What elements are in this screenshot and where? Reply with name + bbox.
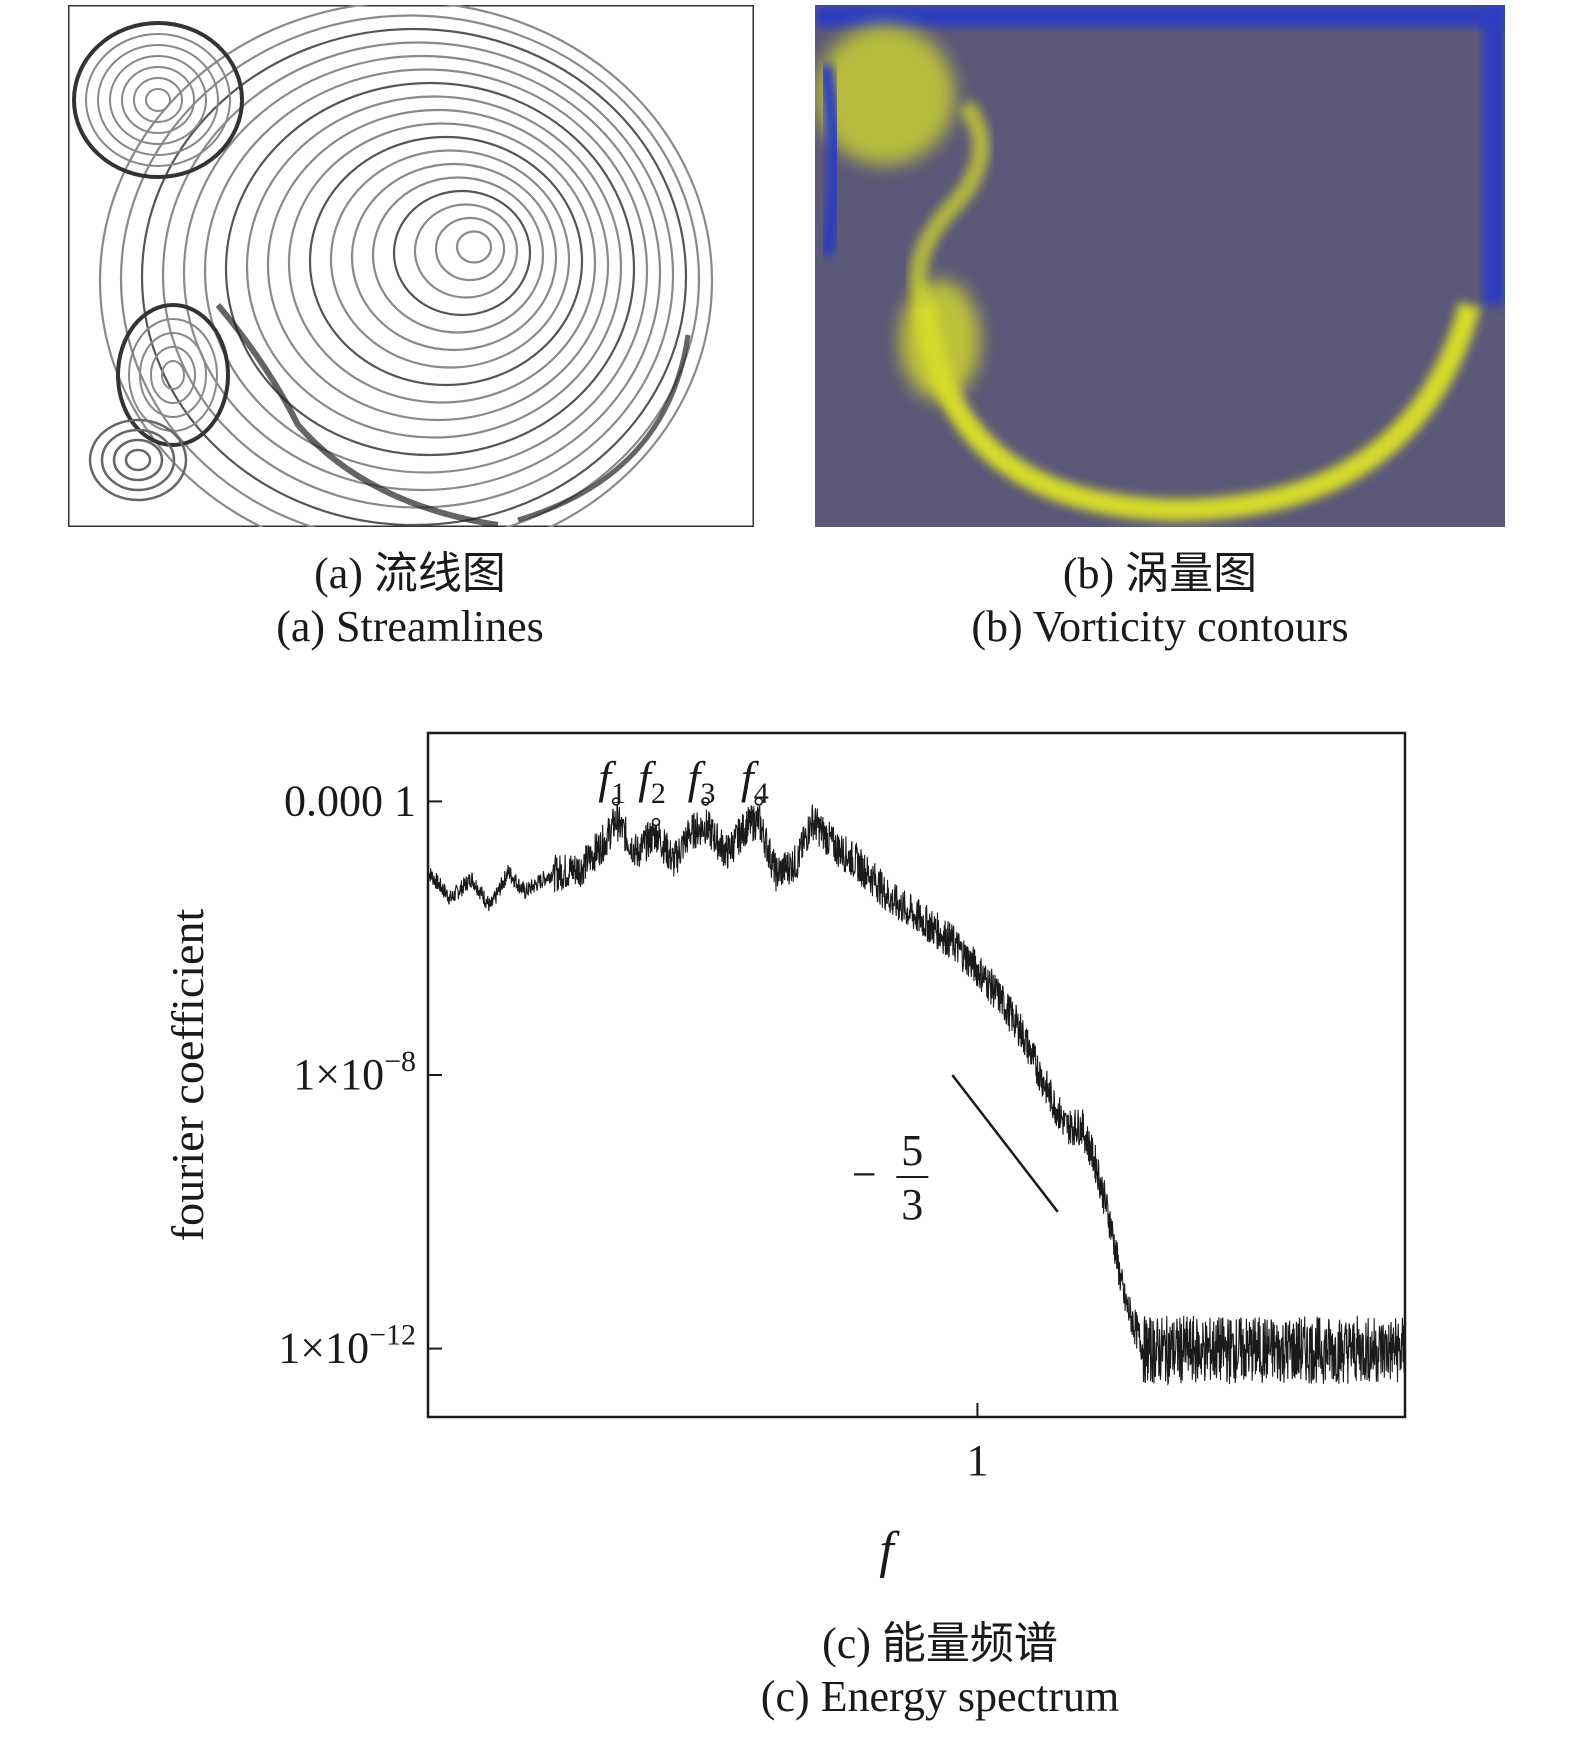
streamline-loop (85, 33, 231, 167)
peak-label: f2 (638, 752, 666, 810)
caption-spectrum-en: (c) Energy spectrum (760, 1671, 1120, 1721)
streamline-loop (145, 88, 171, 112)
slope-denominator: 3 (901, 1180, 923, 1229)
slope-reference-line (951, 1074, 1059, 1213)
vorticity-plot (815, 5, 1505, 527)
plot-area: 0.000 1 1×10−8 1×10−12 1 f fourier coefficien… (162, 731, 1407, 1579)
peak-label: f4 (741, 752, 769, 810)
peak-label: f3 (688, 752, 716, 810)
peak-marker (754, 797, 764, 806)
streamline-loop (139, 332, 207, 418)
peak-marker (701, 797, 710, 806)
peak-marker (651, 817, 661, 827)
x-axis-label: f (879, 1522, 900, 1579)
streamline-loop (245, 95, 623, 439)
streamline-loop (133, 77, 183, 123)
slope-sign: − (852, 1150, 877, 1199)
primary-vortex-streamlines (98, 0, 714, 562)
y-tick-label: 1×10−8 (293, 1045, 416, 1099)
top-left-vortex-streamlines (72, 21, 244, 179)
streamline-loop (392, 189, 532, 317)
slope-numerator: 5 (901, 1126, 923, 1175)
plot-frame (426, 731, 1407, 1419)
y-tick-label: 0.000 1 (284, 776, 416, 825)
left-wall-low-vorticity (817, 63, 843, 258)
streamlines-figure (66, 0, 756, 562)
peak-marker (611, 797, 621, 806)
streamline-loop (203, 68, 649, 474)
caption-streamlines-zh: (a) 流线图 (314, 549, 506, 598)
streamline-loop (109, 55, 207, 145)
streamline-loop (72, 21, 244, 179)
mid-left-vorticity-blob (900, 280, 980, 400)
vorticity-filament (909, 99, 990, 310)
streamline-loop (224, 81, 636, 457)
right-wall-layer (1483, 5, 1505, 305)
streamline-loop (371, 176, 545, 334)
separation-streamline (215, 303, 499, 528)
vorticity-arc (914, 302, 1481, 522)
streamline-loop (413, 203, 519, 299)
lid-shear-layer (815, 5, 1505, 27)
streamlines-plot (66, 0, 756, 562)
y-axis-label: fourier coefficient (162, 909, 213, 1242)
x-tick-label: 1 (966, 1436, 988, 1485)
streamline-loop (161, 360, 185, 390)
streamline-loop (308, 135, 584, 387)
caption-spectrum-zh: (c) 能量频谱 (822, 1619, 1058, 1668)
vorticity-figure (815, 5, 1505, 527)
caption-streamlines-en: (a) Streamlines (276, 601, 544, 651)
streamline-loop (455, 230, 493, 264)
streamline-loop (124, 448, 152, 472)
streamline-loop (434, 216, 506, 282)
peak-label: f1 (598, 752, 626, 810)
streamline-loop (97, 44, 219, 156)
lower-left-vortex-streamlines (88, 418, 188, 502)
streamline-loop (140, 27, 688, 527)
y-tick-label: 1×10−12 (278, 1319, 416, 1373)
streamline-loop (121, 66, 195, 134)
streamline-loop (287, 122, 597, 404)
streamline-loop (182, 54, 662, 492)
energy-spectrum-svg: 0.000 1 1×10−8 1×10−12 1 f fourier coefficien… (162, 731, 1407, 1579)
energy-spectrum-chart: 0.000 1 1×10−8 1×10−12 1 f fourier coefficien… (0, 690, 1575, 1580)
streamline-loop (112, 438, 164, 482)
top-left-vorticity-blob (815, 25, 955, 165)
streamline-loop (266, 108, 610, 422)
caption-spectrum: (c) 能量频谱 (c) Energy spectrum (430, 1618, 1450, 1724)
streamline-loop (100, 428, 176, 492)
caption-vorticity-zh: (b) 涡量图 (1062, 549, 1258, 598)
caption-vorticity: (b) 涡量图 (b) Vorticity contours (810, 548, 1510, 654)
streamline-loop (116, 303, 230, 447)
spectrum-series (427, 804, 1406, 1386)
streamline-loop (350, 162, 558, 352)
streamline-loop (150, 346, 196, 404)
streamline-loop (329, 149, 571, 369)
streamline-loop (88, 418, 188, 502)
boundary-streamline (517, 334, 691, 523)
caption-vorticity-en: (b) Vorticity contours (971, 601, 1349, 651)
caption-streamlines: (a) 流线图 (a) Streamlines (60, 548, 760, 654)
